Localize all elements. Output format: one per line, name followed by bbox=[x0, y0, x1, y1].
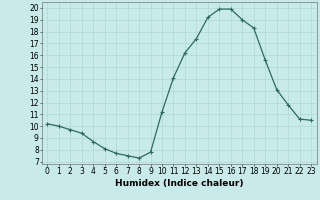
X-axis label: Humidex (Indice chaleur): Humidex (Indice chaleur) bbox=[115, 179, 244, 188]
